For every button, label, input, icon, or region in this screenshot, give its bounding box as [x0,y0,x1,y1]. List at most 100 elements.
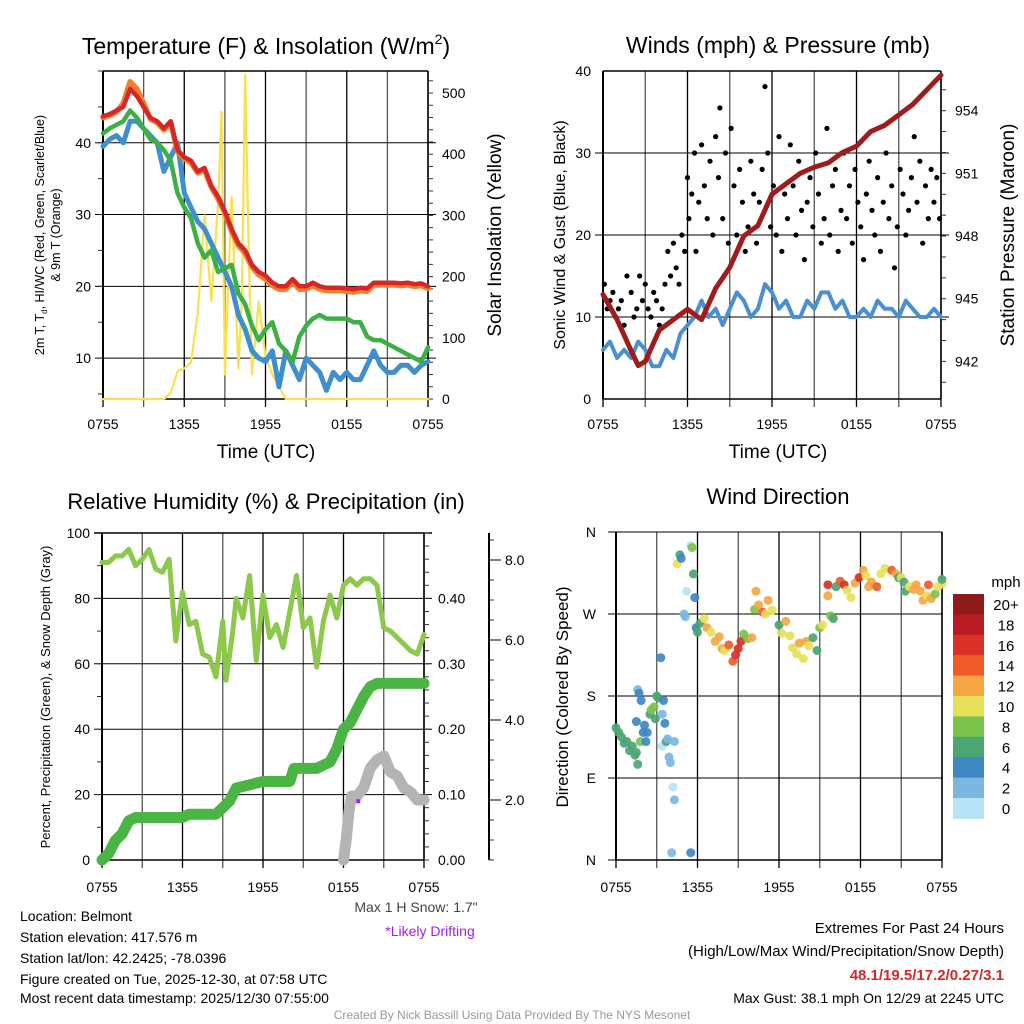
time-tick-label: 1955 [250,416,281,432]
gust-point [813,150,819,156]
gust-point [796,158,802,164]
gust-point [883,150,889,156]
time-tick-label: 0755 [925,416,956,432]
wind-direction-point [693,627,702,637]
gust-point [698,142,705,148]
precip-tick-label: 0.40 [438,590,465,606]
time-tick-label: 1955 [756,416,787,432]
colorbar-swatch [953,798,984,819]
gust-point [756,199,762,205]
colorbar-label: 18 [998,617,1015,634]
gust-point [670,240,677,246]
gust-point [682,248,688,254]
gust-point [631,314,637,320]
gust-point [793,232,799,238]
gust-point [844,216,850,222]
pressure-tick-label: 942 [955,353,979,369]
pressure-tick-label: 951 [955,165,979,181]
wind-direction-point [911,580,921,590]
wind-tick-label: 20 [575,227,591,243]
colorbar-swatch [953,594,984,615]
time-tick-label: 0755 [408,879,439,895]
info-elevation: Station elevation: 417.576 m [20,929,197,945]
gust-point [835,248,841,254]
gust-point [773,232,779,238]
gust-point [849,240,855,246]
gust-point [610,289,616,295]
colorbar-swatch [953,655,984,677]
gust-point [673,265,679,271]
gust-point [668,273,674,279]
wind-direction-point [706,627,716,637]
colorbar-swatch [953,614,984,636]
direction-ylabel: Direction (Colored By Speed) [553,586,572,807]
colorbar-swatch [953,777,984,799]
time-tick-label: 1355 [169,416,200,432]
solar-tick-label: 300 [442,207,466,223]
gust-point [689,191,695,197]
humidity-ylabel: Percent, Precipitation (Green), & Snow D… [38,546,53,849]
solar-ylabel: Solar Insolation (Yellow) [485,133,506,336]
gust-point [832,166,838,172]
gust-point [751,191,757,197]
gust-point [684,175,691,181]
time-tick-label: 0155 [328,879,359,895]
gust-point [824,125,830,131]
gust-point [869,207,875,213]
gust-point [693,248,699,254]
wind-direction-point [760,609,770,619]
gust-point [648,314,654,320]
gust-point [637,273,643,279]
gust-point [903,232,909,238]
gust-point [662,281,668,287]
info-latlon: Station lat/lon: 42.2425; -78.0396 [20,950,226,966]
wind-direction-point [846,593,856,603]
colorbar-swatch [953,757,984,779]
colorbar-label: 2 [1002,781,1010,798]
dewpoint-line [100,108,431,364]
direction-tick-label: W [583,606,597,622]
time-tick-label: 0755 [587,416,618,432]
wind-direction-point [880,563,890,573]
wind-direction-point [747,633,757,643]
wind-direction-point [915,586,925,596]
pressure-line [600,72,944,369]
wind-direction-point [627,741,637,751]
gust-point [917,158,923,164]
snow-tick-label: 2.0 [505,792,525,808]
wind-direction-point [794,638,804,648]
wind-direction-point [854,573,864,583]
gust-point [710,232,716,238]
time-tick-label: 1955 [763,879,794,895]
wind-direction-point [872,582,882,592]
gust-point [807,175,813,181]
solar-tick-label: 200 [442,269,466,285]
wind-direction-point [676,553,686,563]
extremes-subtitle: (High/Low/Max Wind/Precipitation/Snow De… [688,943,1004,960]
time-tick-label: 0755 [412,416,443,432]
wind-direction-point [649,702,659,712]
wind-direction-point [923,580,933,590]
gust-point [815,191,822,197]
gust-point [779,248,785,254]
wind-direction-point [663,734,673,744]
gust-point [720,216,726,222]
wind-direction-point [687,542,697,552]
gust-point [804,199,810,205]
wind-direction-point [665,758,675,768]
wind-direction-point [641,737,651,747]
precipitation-line [96,677,430,866]
gust-point [782,191,788,197]
gust-point [645,306,651,312]
extremes-title: Extremes For Past 24 Hours [815,920,1004,937]
gust-point [742,248,748,254]
temperature-tick-label: 20 [75,278,91,294]
gust-point [704,216,710,222]
gust-point [734,232,740,238]
gust-point [701,183,708,189]
gust-point [858,224,864,230]
direction-tick-label: E [587,770,596,786]
solar-tick-label: 100 [442,330,466,346]
time-tick-label: 0155 [841,416,872,432]
